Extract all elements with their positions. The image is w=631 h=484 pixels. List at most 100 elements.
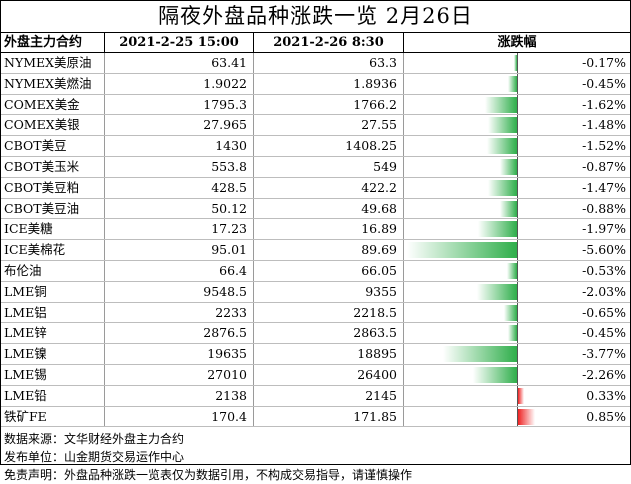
- price-date1: 2876.5: [105, 323, 254, 344]
- change-cell: -0.65%: [404, 302, 630, 323]
- change-cell: -0.17%: [404, 53, 630, 73]
- zero-axis: [517, 302, 518, 323]
- price-date1: 1795.3: [105, 94, 254, 115]
- table-row: CBOT美豆油 50.12 49.68 -0.88%: [1, 198, 630, 220]
- price-date2: 49.68: [254, 198, 404, 219]
- change-cell: -0.88%: [404, 198, 630, 219]
- price-date2: 2218.5: [254, 302, 404, 323]
- contract-name: CBOT美豆: [1, 136, 105, 156]
- change-percent: -1.97%: [582, 221, 626, 237]
- table-row: CBOT美豆粕 428.5 422.2 -1.47%: [1, 177, 630, 199]
- price-date2: 549: [254, 156, 404, 177]
- price-date2: 1766.2: [254, 94, 404, 115]
- price-date2: 1.8936: [254, 73, 404, 94]
- change-bar: [506, 262, 517, 279]
- change-percent: -0.45%: [582, 75, 626, 91]
- change-percent: 0.85%: [586, 408, 626, 424]
- contract-name: LME锡: [1, 364, 105, 385]
- change-bar: [407, 242, 517, 259]
- table-header: 外盘主力合约 2021-2-25 15:00 2021-2-26 8:30 涨跌…: [1, 33, 630, 53]
- zero-axis: [517, 406, 518, 427]
- change-percent: -3.77%: [582, 346, 626, 362]
- price-date2: 9355: [254, 281, 404, 302]
- contract-name: COMEX美金: [1, 94, 105, 115]
- change-bar: [488, 179, 517, 196]
- change-cell: -1.47%: [404, 177, 630, 198]
- table-row: LME铝 2233 2218.5 -0.65%: [1, 302, 630, 324]
- change-bar: [499, 200, 517, 217]
- contract-name: 铁矿FE: [1, 406, 105, 427]
- price-date1: 17.23: [105, 219, 254, 240]
- price-date1: 95.01: [105, 240, 254, 260]
- change-bar: [508, 75, 517, 92]
- price-date1: 553.8: [105, 156, 254, 177]
- contract-name: ICE美棉花: [1, 240, 105, 260]
- price-date2: 26400: [254, 364, 404, 385]
- change-percent: -0.17%: [582, 55, 626, 70]
- change-bar: [487, 117, 517, 134]
- change-cell: -1.48%: [404, 115, 630, 136]
- contract-name: CBOT美豆粕: [1, 177, 105, 198]
- contract-name: LME铅: [1, 385, 105, 406]
- change-bar: [472, 366, 517, 383]
- zero-axis: [517, 53, 518, 73]
- zero-axis: [517, 198, 518, 219]
- change-percent: -0.53%: [582, 262, 626, 278]
- table-row: 铁矿FE 170.4 171.85 0.85%: [1, 406, 630, 428]
- zero-axis: [517, 281, 518, 302]
- price-date1: 2138: [105, 385, 254, 406]
- price-date1: 66.4: [105, 260, 254, 281]
- change-percent: -1.52%: [582, 138, 626, 154]
- contract-name: 布伦油: [1, 260, 105, 281]
- contract-name: LME铜: [1, 281, 105, 302]
- change-cell: -2.03%: [404, 281, 630, 302]
- price-date1: 63.41: [105, 53, 254, 73]
- table-row: COMEX美银 27.965 27.55 -1.48%: [1, 115, 630, 137]
- change-percent: -2.03%: [582, 283, 626, 299]
- zero-axis: [517, 136, 518, 156]
- change-percent: -2.26%: [582, 366, 626, 382]
- change-bar: [477, 283, 517, 300]
- table-row: LME锌 2876.5 2863.5 -0.45%: [1, 323, 630, 345]
- table-row: LME镍 19635 18895 -3.77%: [1, 344, 630, 365]
- price-date2: 63.3: [254, 53, 404, 73]
- change-cell: -2.26%: [404, 364, 630, 385]
- contract-name: LME铝: [1, 302, 105, 323]
- zero-axis: [517, 260, 518, 281]
- contract-name: NYMEX美原油: [1, 53, 105, 73]
- change-cell: 0.85%: [404, 406, 630, 427]
- price-date1: 1.9022: [105, 73, 254, 94]
- change-bar: [518, 408, 535, 425]
- change-bar: [518, 387, 525, 404]
- price-date2: 1408.25: [254, 136, 404, 156]
- zero-axis: [517, 156, 518, 177]
- table-row: LME铅 2138 2145 0.33%: [1, 385, 630, 407]
- header-date2: 2021-2-26 8:30: [254, 33, 404, 52]
- price-date1: 1430: [105, 136, 254, 156]
- price-date1: 2233: [105, 302, 254, 323]
- table-row: LME锡 27010 26400 -2.26%: [1, 364, 630, 386]
- change-bar: [513, 55, 517, 71]
- table-row: CBOT美玉米 553.8 549 -0.87%: [1, 156, 630, 178]
- contract-name: COMEX美银: [1, 115, 105, 136]
- zero-axis: [517, 323, 518, 344]
- zero-axis: [517, 385, 518, 406]
- contract-name: CBOT美玉米: [1, 156, 105, 177]
- page-title: 隔夜外盘品种涨跌一览 2月26日: [1, 1, 630, 33]
- table-row: ICE美棉花 95.01 89.69 -5.60%: [1, 240, 630, 261]
- change-cell: -0.87%: [404, 156, 630, 177]
- change-bar: [504, 304, 517, 321]
- price-date2: 2863.5: [254, 323, 404, 344]
- price-date2: 16.89: [254, 219, 404, 240]
- change-percent: -1.47%: [582, 179, 626, 195]
- zero-axis: [517, 73, 518, 94]
- change-cell: -1.52%: [404, 136, 630, 156]
- change-cell: -5.60%: [404, 240, 630, 260]
- price-date2: 18895: [254, 344, 404, 364]
- zero-axis: [517, 219, 518, 240]
- change-bar: [443, 346, 517, 363]
- change-bar: [478, 221, 517, 238]
- contract-name: LME镍: [1, 344, 105, 364]
- zero-axis: [517, 344, 518, 364]
